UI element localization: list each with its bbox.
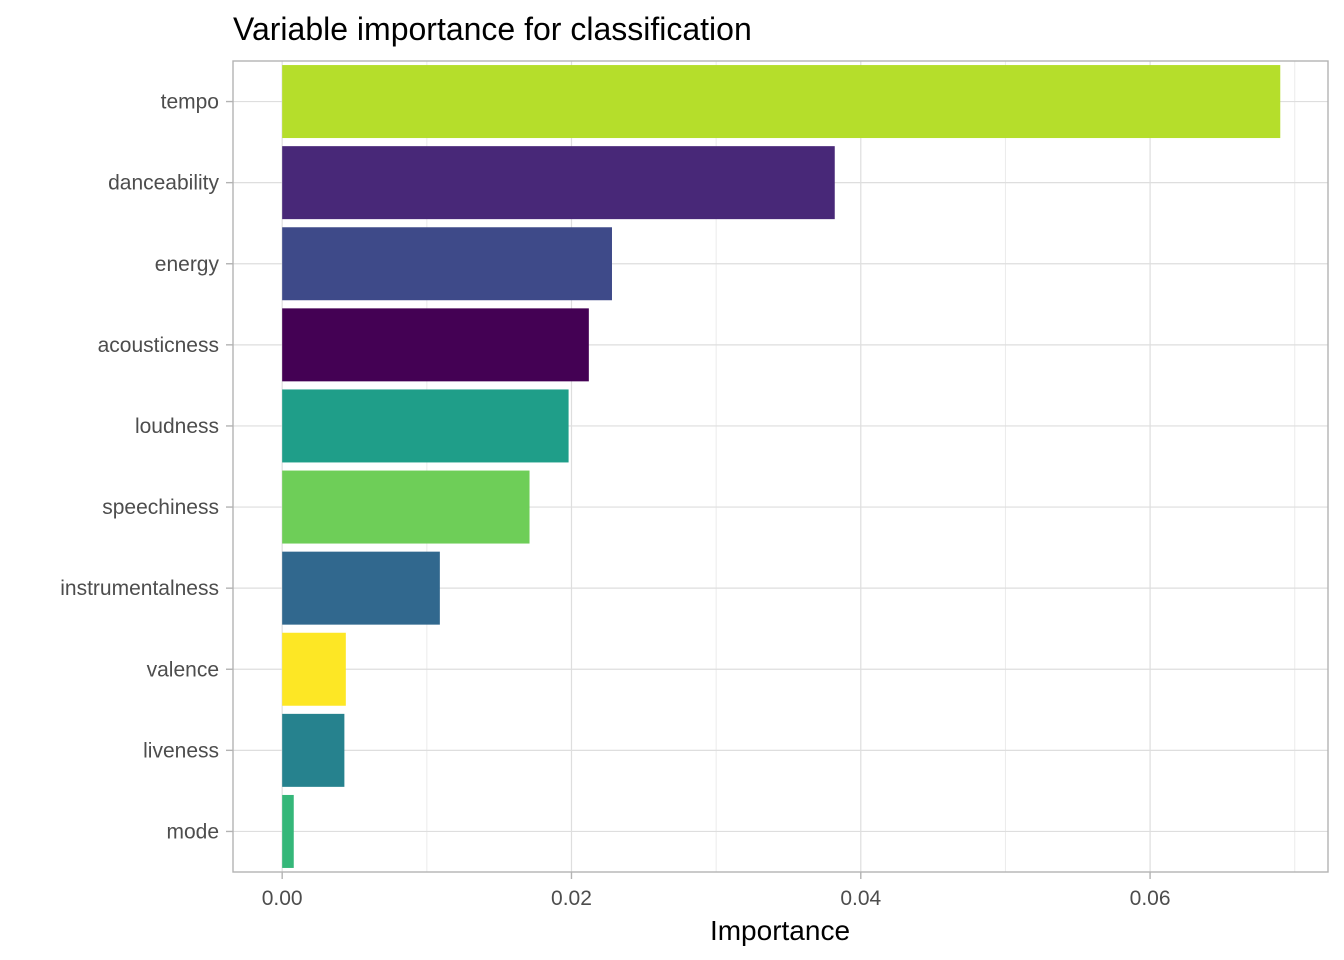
y-tick-label: mode xyxy=(166,820,219,843)
bar-mode xyxy=(282,794,294,868)
bar-tempo xyxy=(282,65,1281,139)
bar-danceability xyxy=(282,146,835,220)
y-tick-label: acousticness xyxy=(98,334,219,357)
y-tick-label: valence xyxy=(147,658,219,681)
x-tick-label: 0.00 xyxy=(262,887,303,910)
x-tick-label: 0.02 xyxy=(551,887,592,910)
bar-liveness xyxy=(282,713,345,787)
bar-speechiness xyxy=(282,470,530,544)
bars xyxy=(282,65,1281,868)
bar-loudness xyxy=(282,389,569,463)
x-axis-title: Importance xyxy=(710,915,850,946)
bar-energy xyxy=(282,227,612,301)
axes: tempo danceability energy acousticness loudn… xyxy=(60,60,1329,910)
x-tick-label: 0.06 xyxy=(1130,887,1171,910)
y-tick-label: danceability xyxy=(108,172,219,195)
bar-valence xyxy=(282,632,346,706)
y-tick-label: energy xyxy=(155,253,220,276)
panel-border xyxy=(232,60,1329,873)
y-tick-label: instrumentalness xyxy=(60,577,219,600)
bar-acousticness xyxy=(282,308,589,382)
y-tick-label: loudness xyxy=(135,415,219,438)
y-tick-label: liveness xyxy=(143,739,219,762)
y-tick-label: speechiness xyxy=(102,496,219,519)
x-tick-label: 0.04 xyxy=(840,887,881,910)
y-tick-label: tempo xyxy=(161,91,219,114)
chart-title: Variable importance for classification xyxy=(233,11,752,47)
bar-instrumentalness xyxy=(282,551,440,625)
